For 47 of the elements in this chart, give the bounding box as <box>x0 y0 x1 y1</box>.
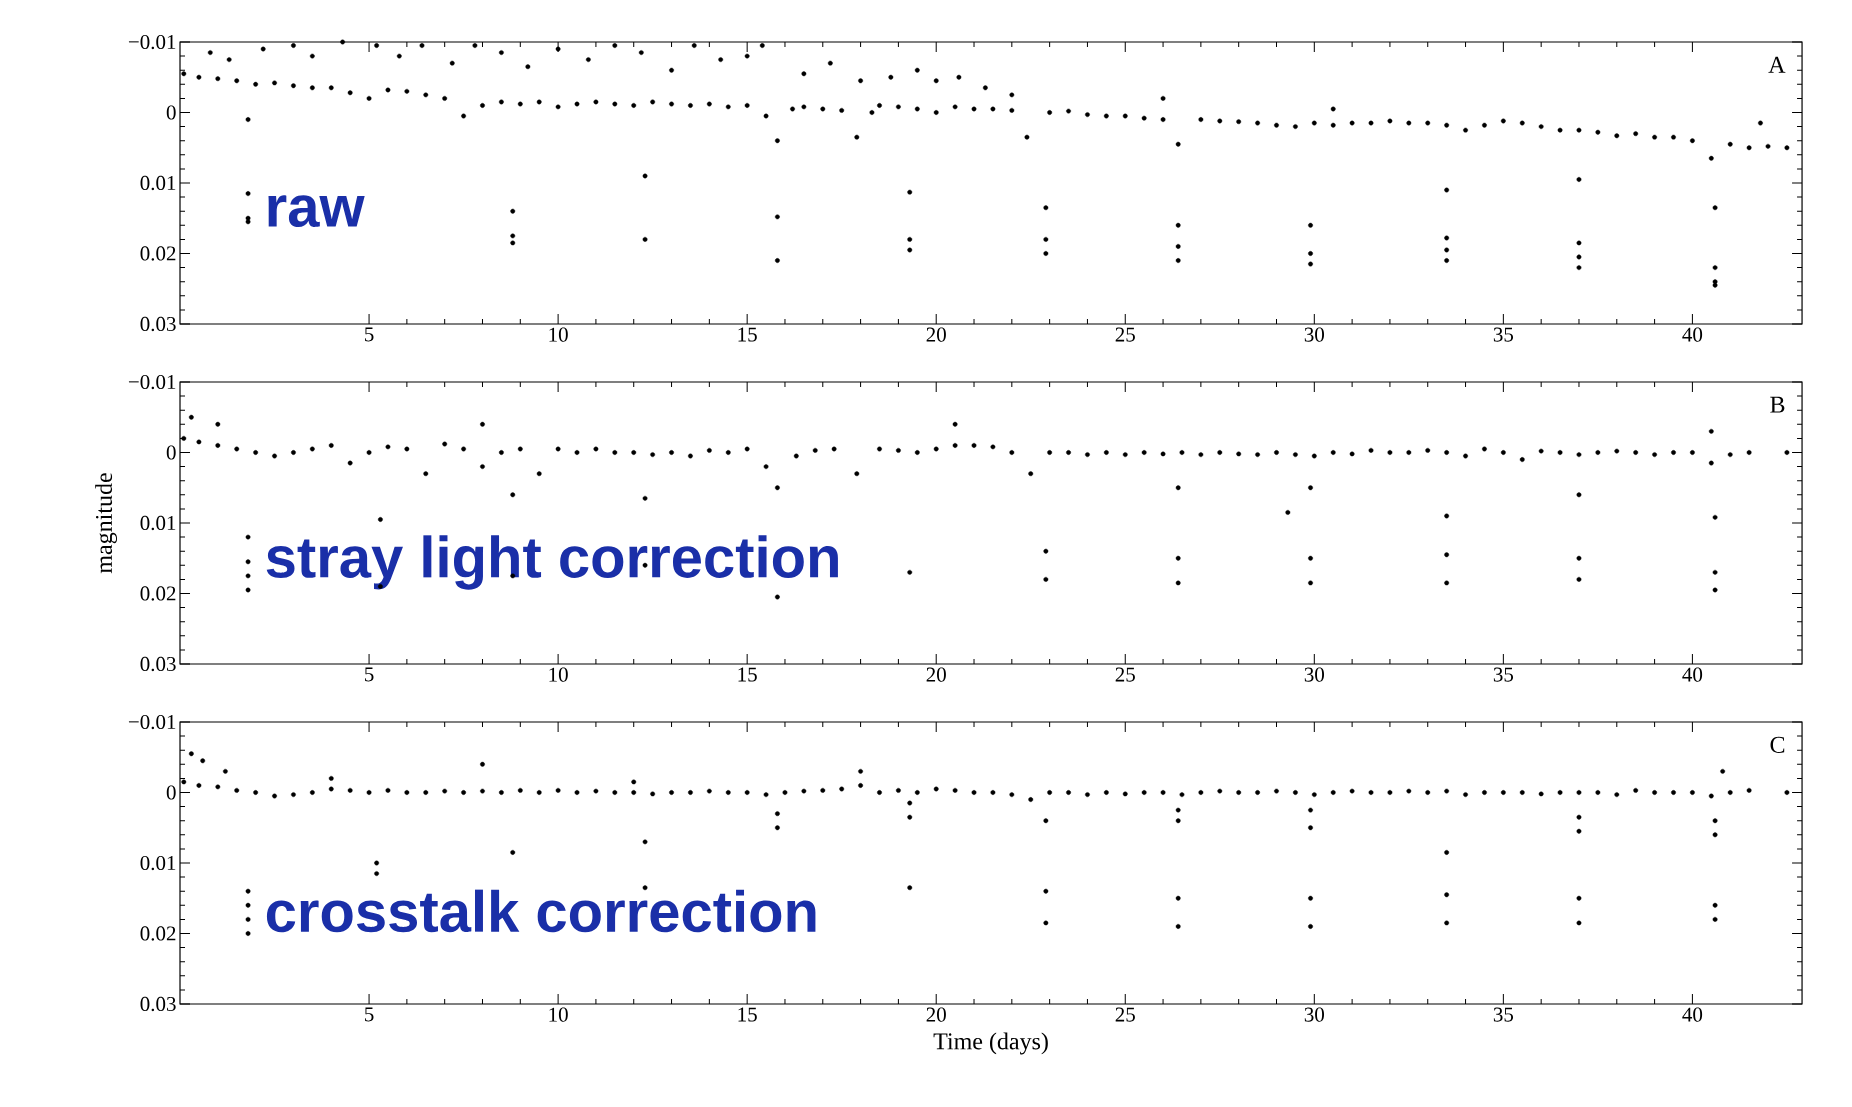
y-tick-label: 0.01 <box>140 175 176 191</box>
x-tick-label: 40 <box>1682 667 1703 682</box>
y-tick-label: 0.01 <box>140 515 176 531</box>
x-tick-label: 40 <box>1682 327 1703 342</box>
x-tick-label: 5 <box>365 1007 374 1022</box>
y-axis-title: magnitude <box>95 473 118 574</box>
x-tick-label: 5 <box>365 327 374 342</box>
y-tick-label: 0.02 <box>140 586 176 601</box>
x-tick-label: 10 <box>549 327 568 342</box>
y-tick-label: 0.02 <box>140 246 176 261</box>
x-tick-label: 35 <box>1493 667 1514 682</box>
x-tick-label: 30 <box>1304 327 1325 342</box>
x-tick-label: 10 <box>549 1007 568 1022</box>
x-tick-label: 35 <box>1493 1007 1514 1022</box>
annotation: B <box>1770 396 1785 413</box>
annotation: A <box>1768 56 1786 73</box>
x-tick-label: 40 <box>1682 1007 1703 1022</box>
y-tick-label: 0.02 <box>140 926 176 941</box>
y-tick-label: 0.01 <box>140 855 176 871</box>
y-tick-label: 0 <box>166 785 176 800</box>
x-tick-label: 35 <box>1493 327 1514 342</box>
x-tick-label: 20 <box>926 327 946 342</box>
annotation: stray light correction <box>266 535 838 590</box>
y-tick-label: −0.01 <box>128 714 176 730</box>
y-tick-label: 0 <box>166 105 176 120</box>
annotation: raw <box>268 195 365 228</box>
y-tick-label: 0.03 <box>140 656 176 672</box>
annotation: C <box>1770 736 1785 753</box>
x-tick-label: 15 <box>738 1007 757 1022</box>
x-tick-label: 30 <box>1304 1007 1325 1022</box>
x-tick-label: 5 <box>365 667 374 682</box>
x-tick-label: 30 <box>1304 667 1325 682</box>
y-tick-label: 0.03 <box>140 316 176 332</box>
x-tick-label: 20 <box>926 1007 946 1022</box>
annotation: crosstalk correction <box>266 889 816 933</box>
x-tick-label: 20 <box>926 667 946 682</box>
x-tick-label: 15 <box>738 667 757 682</box>
y-tick-label: −0.01 <box>128 34 176 50</box>
x-tick-label: 25 <box>1115 1007 1135 1022</box>
x-tick-label: 10 <box>549 667 568 682</box>
y-tick-label: −0.01 <box>128 374 176 390</box>
x-tick-label: 25 <box>1115 667 1135 682</box>
x-axis-title: Time (days) <box>933 1032 1048 1055</box>
x-tick-label: 15 <box>738 327 757 342</box>
y-tick-label: 0 <box>166 445 176 460</box>
x-tick-label: 25 <box>1115 327 1135 342</box>
y-tick-label: 0.03 <box>140 996 176 1012</box>
